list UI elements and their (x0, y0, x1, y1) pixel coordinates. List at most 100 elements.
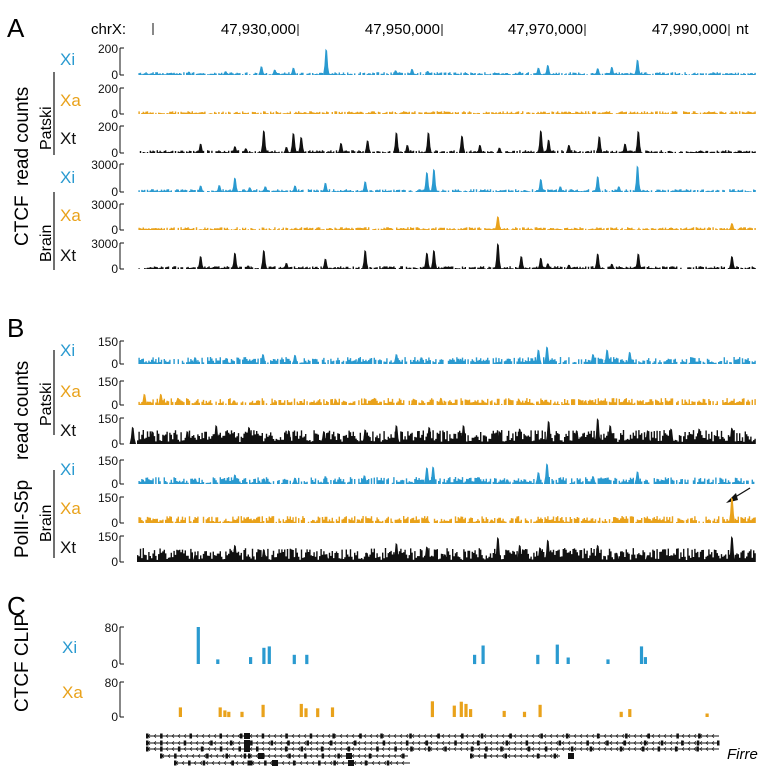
track-B-patski-xt-peak-1 (129, 426, 136, 444)
transcript-2-strand-mark (471, 740, 475, 746)
track-A-brain-xa-ymax-label: 3000 (91, 198, 118, 212)
transcript-5-strand-mark (267, 753, 271, 759)
transcript-3-strand-mark (681, 746, 685, 752)
transcript-3-strand-mark (489, 746, 493, 752)
transcript-7-strand-mark (235, 760, 239, 766)
transcript-2-strand-mark (177, 740, 181, 746)
transcript-4-strand-mark (203, 753, 207, 759)
transcript-1-exon (676, 733, 679, 739)
panel-a-group-brain: Brain (38, 225, 55, 262)
transcript-1-exon (189, 733, 192, 739)
transcript-1-strand-mark (153, 733, 157, 739)
transcript-8-exon (333, 760, 336, 766)
transcript-3-exon (219, 746, 223, 752)
track-A-patski-xt-peak-3 (242, 148, 250, 153)
transcript-1-strand-mark (207, 733, 211, 739)
transcript-2-strand-mark (387, 740, 391, 746)
transcript-2-exon (306, 740, 309, 746)
track-B-brain-xt-ymax-label: 150 (98, 530, 118, 544)
transcript-2-strand-mark (711, 740, 715, 746)
transcript-1-strand-mark (405, 733, 409, 739)
track-A-brain-xt-peak-6 (322, 258, 329, 269)
track-A-brain-xi-peak-8 (362, 181, 369, 192)
transcript-4-strand-mark (209, 753, 213, 759)
transcript-3-strand-mark (561, 746, 565, 752)
transcript-1-exon (647, 733, 650, 739)
transcript-7-exon (231, 760, 234, 766)
transcript-8-exon-block (348, 760, 354, 766)
track-B-patski-xt-background-signal (137, 430, 756, 444)
transcript-2-strand-mark (579, 740, 583, 746)
transcript-7-strand-mark (181, 760, 185, 766)
track-A-patski-xt-peak-2 (231, 146, 239, 153)
transcript-3-strand-mark (447, 746, 451, 752)
transcript-1-strand-mark (369, 733, 373, 739)
track-c-xa-bar-3 (223, 710, 227, 717)
track-B-patski-xt-peak-15 (573, 430, 580, 444)
track-A-brain-xi-peak-6 (291, 185, 299, 192)
transcript-8-strand-mark (329, 760, 333, 766)
track-A-brain-xt-peak-14 (544, 263, 552, 269)
transcript-3-strand-mark (189, 746, 193, 752)
track-A-patski-xt-peak-16 (537, 130, 545, 153)
transcript-1-strand-mark (393, 733, 397, 739)
transcript-1-strand-mark (513, 733, 517, 739)
track-B-brain-xt-peak-5 (293, 554, 300, 562)
transcript-1-strand-mark (303, 733, 307, 739)
transcript-2-exon (160, 740, 163, 746)
track-label-a-patski-xa: Xa (60, 91, 81, 110)
track-c-xi: 80 0 (105, 621, 647, 671)
track-B-brain-xi-peak-13 (604, 477, 611, 484)
track-B-brain-xt-peak-4 (260, 549, 268, 562)
transcript-2-exon (287, 740, 290, 746)
track-c-xi-bar-7 (305, 654, 309, 665)
transcript-2-strand-mark (663, 740, 667, 746)
transcript-4-strand-mark (215, 753, 219, 759)
track-label-c-xa: Xa (62, 683, 83, 702)
transcript-8-exon (364, 760, 368, 766)
transcript-4-strand-mark (185, 753, 189, 759)
transcript-5-strand-mark (279, 753, 283, 759)
track-A-brain-xi-peak-9 (423, 171, 431, 192)
transcript-3-strand-mark (627, 746, 631, 752)
transcript-1-strand-mark (291, 733, 295, 739)
transcript-3-strand-mark (195, 746, 199, 752)
track-B-brain-xi-peak-2 (231, 474, 239, 484)
transcript-3-exon (444, 746, 447, 752)
track-A-brain-xi-peak-12 (557, 186, 564, 192)
track-c-xa-bar-13 (459, 701, 463, 717)
track-label-a-brain-xa: Xa (60, 206, 81, 225)
transcript-6-exon (504, 753, 507, 759)
transcript-7-strand-mark (205, 760, 209, 766)
track-label-b-patski-xt: Xt (60, 421, 76, 440)
transcript-2-strand-mark (189, 740, 193, 746)
transcript-2-strand-mark (153, 740, 157, 746)
transcript-5-exon (248, 753, 251, 759)
track-A-brain-xt-peak-15 (565, 264, 573, 269)
track-B-patski-xi-ymax-label: 150 (98, 335, 118, 349)
track-label-b-patski-xa: Xa (60, 382, 81, 401)
track-B-patski-xi-peak-12 (604, 349, 611, 364)
track-A-patski-xi-peak-4 (271, 69, 278, 75)
track-c-xi-bar-12 (566, 657, 570, 664)
transcript-6-strand-mark (507, 753, 511, 759)
transcript-8-strand-mark (275, 760, 279, 766)
transcript-2-strand-mark (345, 740, 349, 746)
transcript-1-strand-mark (195, 733, 199, 739)
track-c-xi-bar-1 (196, 627, 200, 664)
track-A-brain-xi-peak-2 (216, 185, 223, 192)
track-B-brain-xt-peak-13 (536, 547, 544, 562)
track-B-patski-xa-peak-7 (410, 398, 417, 405)
transcript-3-exon (500, 746, 503, 752)
transcript-1-strand-mark (327, 733, 331, 739)
transcript-2-exon (330, 740, 333, 746)
transcript-1-strand-mark (591, 733, 595, 739)
transcript-3-exon-block (244, 746, 250, 752)
